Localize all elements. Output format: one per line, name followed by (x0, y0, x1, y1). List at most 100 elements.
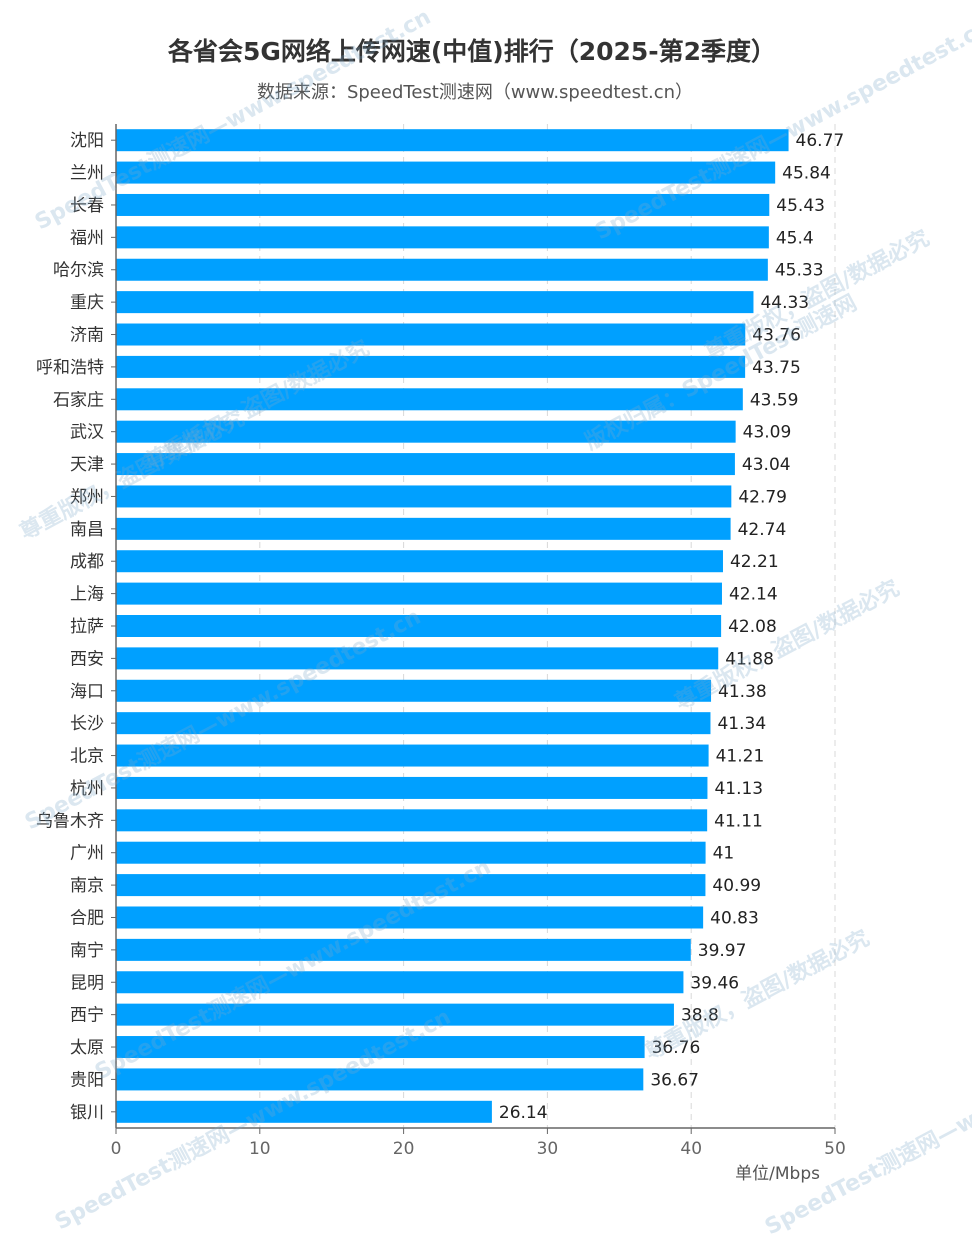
value-label: 45.84 (782, 164, 831, 184)
bars (116, 129, 789, 1123)
bar (116, 744, 709, 767)
bar (116, 161, 776, 184)
x-tick-label: 10 (249, 1139, 271, 1159)
category-label: 西宁 (70, 1006, 104, 1026)
category-label: 沈阳 (70, 131, 104, 151)
x-axis-unit-label: 单位/Mbps (735, 1164, 820, 1184)
category-label: 呼和浩特 (36, 358, 104, 378)
bar (116, 1068, 644, 1091)
labels: 沈阳 46.77 兰州 45.84 长春 45.43 福州 45.4 哈尔滨 45.33 重庆 44.… (36, 131, 846, 1159)
value-label: 43.76 (752, 326, 801, 346)
category-label: 福州 (70, 228, 104, 248)
category-label: 郑州 (70, 487, 104, 507)
category-label: 武汉 (70, 423, 104, 443)
bar (116, 776, 708, 799)
bar (116, 258, 768, 281)
value-label: 45.4 (776, 228, 814, 248)
value-label: 39.46 (690, 973, 739, 993)
value-label: 43.59 (750, 390, 799, 410)
value-label: 46.77 (796, 131, 845, 151)
value-label: 45.43 (776, 196, 825, 216)
category-label: 海口 (70, 682, 104, 702)
value-label: 43.04 (742, 455, 791, 475)
value-label: 42.08 (728, 617, 777, 637)
x-tick-label: 50 (824, 1139, 846, 1159)
value-label: 41.21 (716, 747, 765, 767)
category-label: 北京 (70, 747, 104, 767)
value-label: 42.74 (738, 520, 787, 540)
category-label: 天津 (70, 455, 104, 475)
value-label: 43.75 (752, 358, 801, 378)
category-label: 西安 (70, 649, 104, 669)
value-label: 26.14 (499, 1103, 548, 1123)
category-label: 石家庄 (53, 390, 104, 410)
category-label: 南昌 (70, 520, 104, 540)
bar (116, 615, 722, 637)
bar (116, 1036, 645, 1059)
category-label: 乌鲁木齐 (36, 811, 104, 831)
axes (111, 124, 836, 1134)
bar (116, 1100, 492, 1123)
category-label: 银川 (70, 1103, 104, 1123)
value-label: 40.83 (710, 908, 759, 928)
value-label: 41.13 (714, 779, 763, 799)
category-label: 昆明 (70, 973, 104, 993)
category-label: 太原 (70, 1038, 104, 1058)
bar (116, 841, 706, 864)
category-label: 长沙 (70, 714, 104, 734)
value-label: 38.8 (681, 1006, 719, 1026)
x-tick-label: 30 (537, 1139, 559, 1159)
bar (116, 712, 711, 735)
category-label: 长春 (70, 196, 104, 216)
bar (116, 582, 722, 605)
category-label: 重庆 (70, 293, 104, 313)
value-label: 39.97 (698, 941, 747, 961)
value-label: 41.34 (717, 714, 766, 734)
value-label: 40.99 (712, 876, 761, 896)
value-label: 45.33 (775, 261, 824, 281)
bar (116, 355, 746, 378)
bar (116, 388, 743, 411)
category-label: 哈尔滨 (53, 261, 104, 281)
category-label: 杭州 (70, 779, 104, 799)
x-tick-label: 0 (111, 1139, 122, 1159)
bar (116, 1003, 674, 1026)
bar (116, 550, 723, 573)
value-label: 41.88 (725, 649, 774, 669)
bar (116, 647, 719, 670)
bar (116, 226, 769, 249)
bar (116, 485, 732, 508)
value-label: 36.67 (650, 1070, 699, 1090)
category-label: 南京 (70, 876, 104, 896)
bar (116, 906, 704, 929)
category-label: 兰州 (70, 164, 104, 184)
category-label: 上海 (70, 585, 104, 605)
bar (116, 679, 712, 702)
category-label: 成都 (70, 552, 104, 572)
bar (116, 809, 708, 832)
x-tick-label: 20 (393, 1139, 415, 1159)
chart-title: 各省会5G网络上传网速(中值)排行（2025-第2季度） (167, 37, 777, 66)
bar (116, 938, 691, 961)
category-label: 合肥 (70, 908, 104, 928)
value-label: 41.38 (718, 682, 767, 702)
category-label: 贵阳 (70, 1070, 104, 1090)
value-label: 44.33 (760, 293, 809, 313)
value-label: 42.14 (729, 585, 778, 605)
bar (116, 420, 736, 443)
category-label: 南宁 (70, 941, 104, 961)
x-tick-label: 40 (680, 1139, 702, 1159)
bar (116, 971, 684, 994)
bar (116, 193, 770, 216)
value-label: 41 (713, 844, 735, 864)
category-label: 拉萨 (70, 617, 104, 637)
bar (116, 129, 789, 152)
chart-subtitle: 数据来源：SpeedTest测速网（www.speedtest.cn） (256, 82, 694, 103)
category-label: 济南 (70, 326, 104, 346)
bar (116, 291, 754, 314)
bar (116, 517, 731, 540)
value-label: 43.09 (743, 423, 792, 443)
value-label: 41.11 (714, 811, 763, 831)
category-label: 广州 (70, 844, 104, 864)
